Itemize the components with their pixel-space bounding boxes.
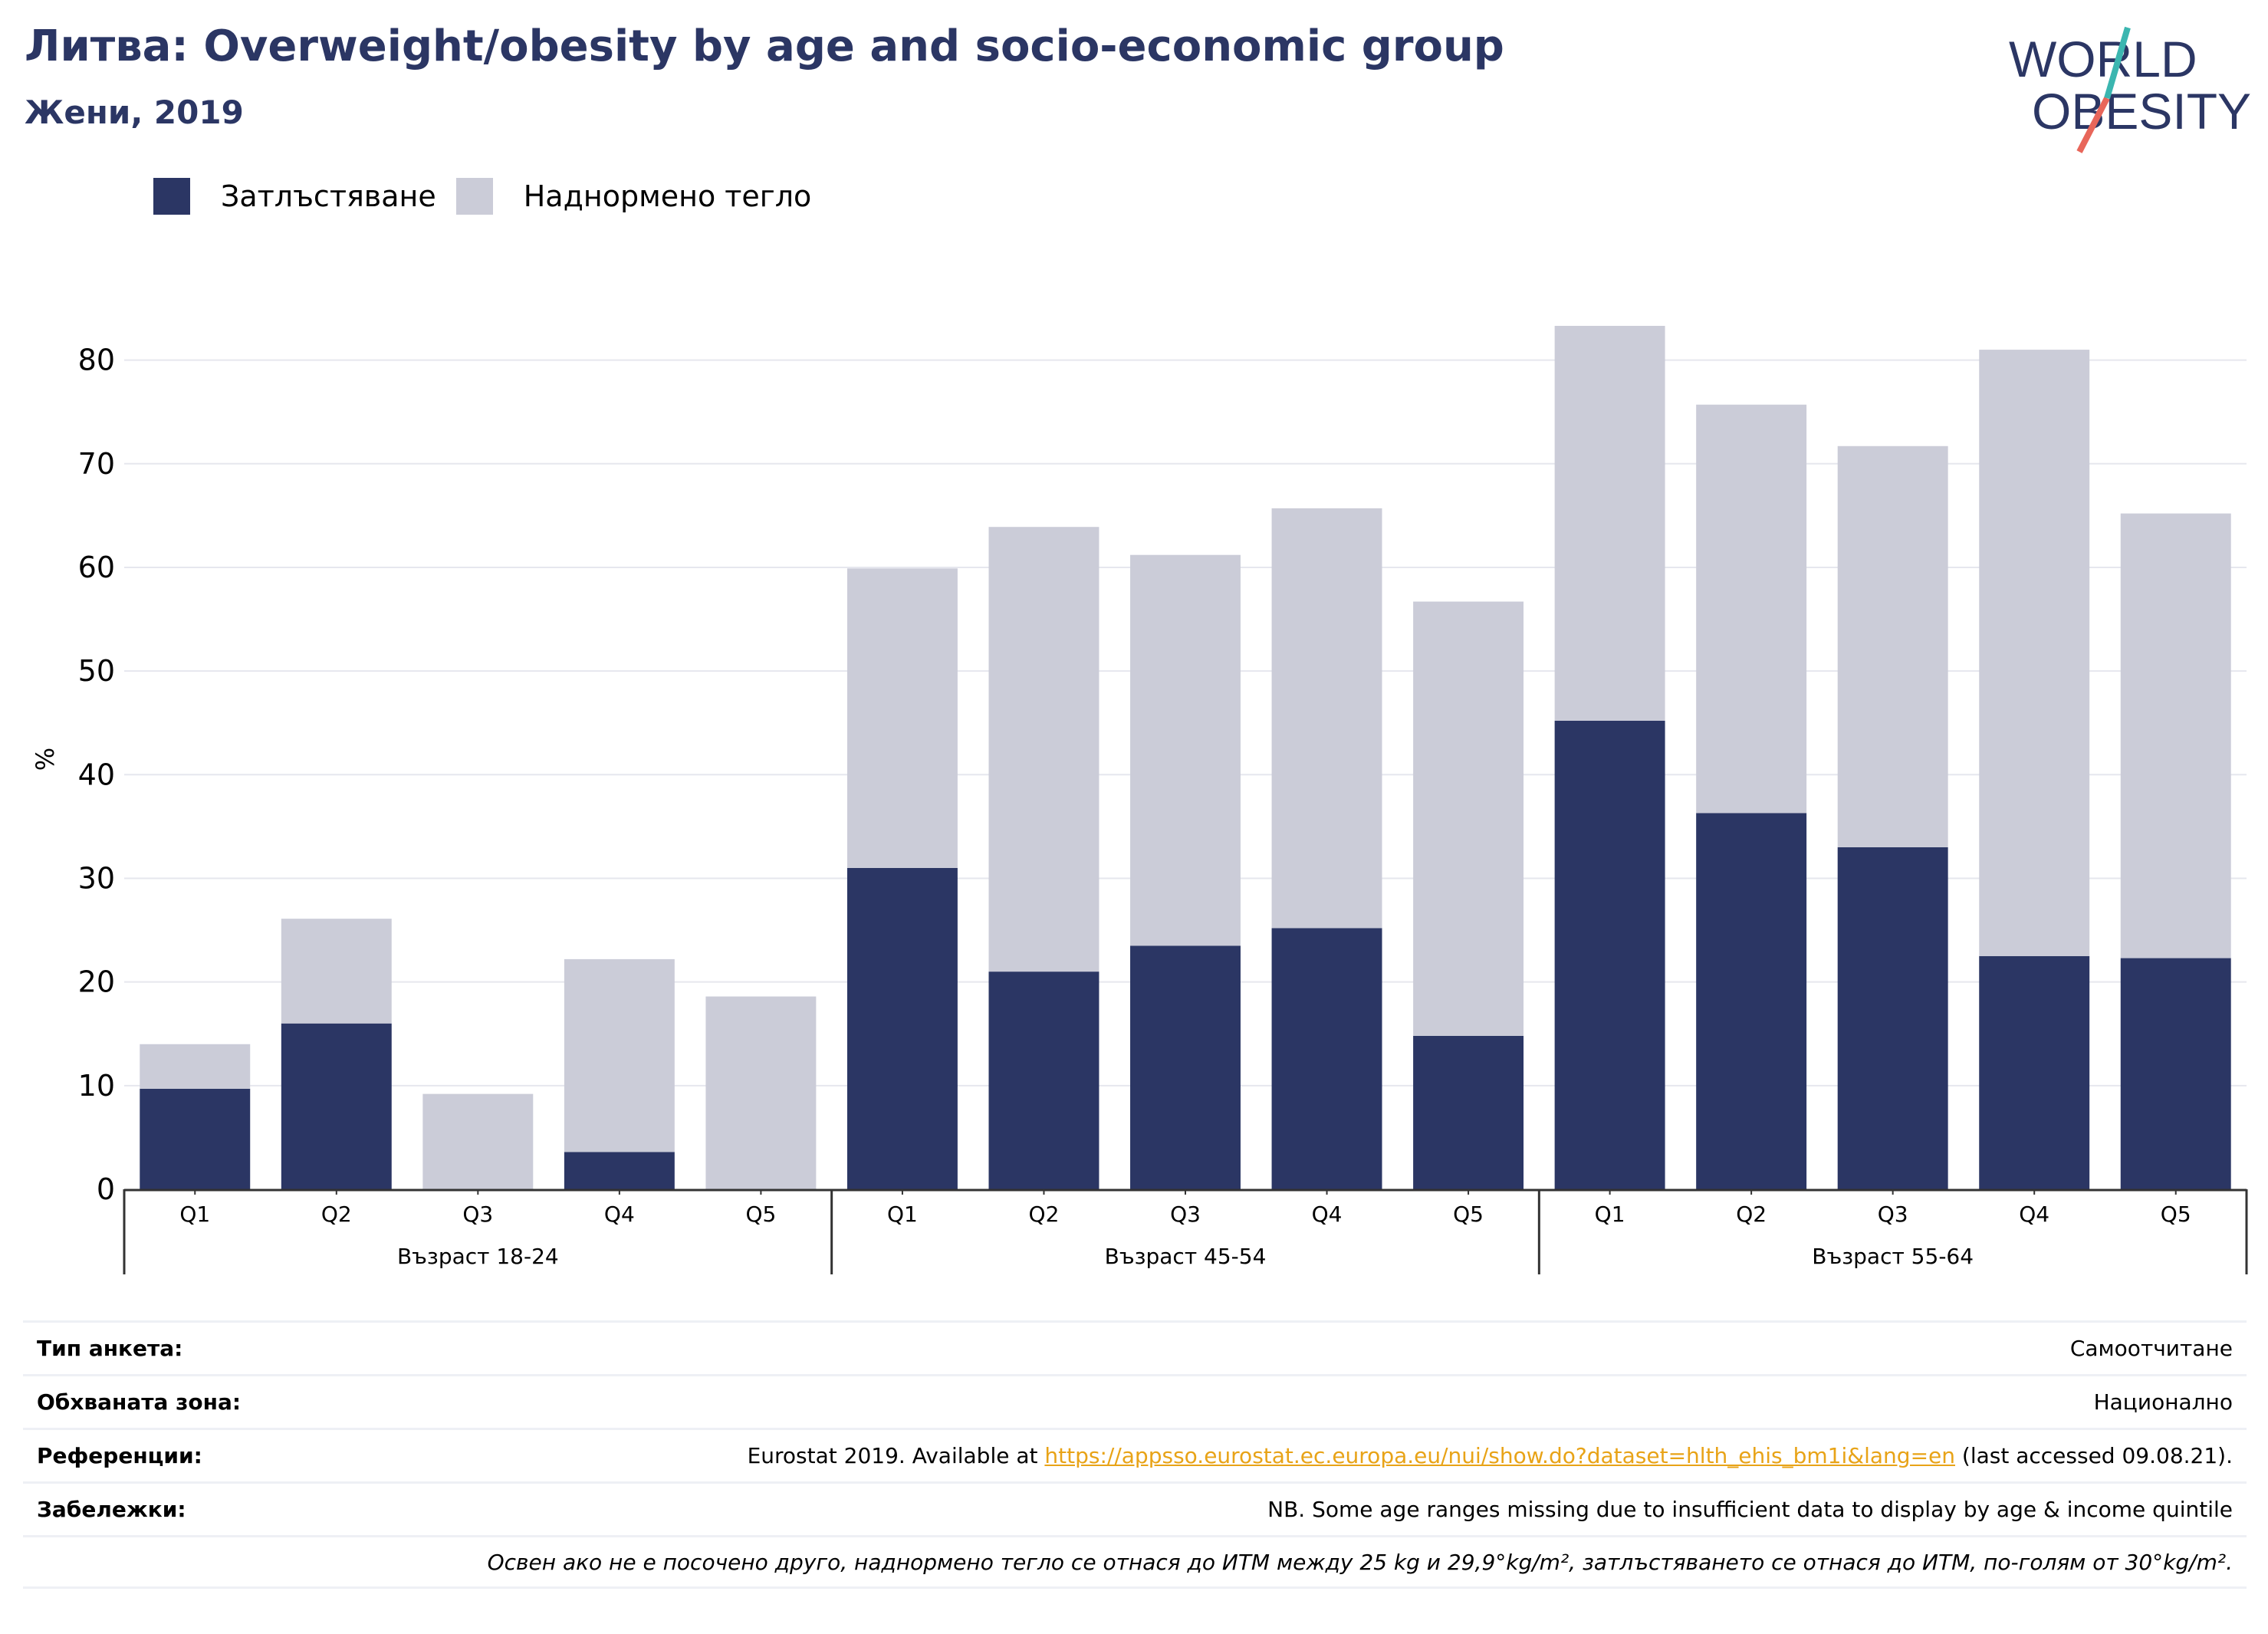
x-tick-label: Q4 — [604, 1202, 635, 1227]
bar-overweight-8 — [1271, 508, 1382, 929]
bar-overweight-6 — [988, 527, 1099, 972]
bar-overweight-3 — [564, 958, 675, 1152]
legend-label-obesity: Затлъстяване — [221, 179, 436, 213]
bar-overweight-1 — [281, 919, 392, 1024]
y-tick-label: 40 — [78, 758, 115, 791]
y-tick-label: 0 — [97, 1172, 115, 1206]
definition-note: Освен ако не е посочено друго, наднормен… — [487, 1549, 2233, 1575]
bars — [140, 325, 2231, 1189]
x-tick-label: Q5 — [1453, 1202, 1484, 1227]
bar-obesity-1 — [281, 1023, 392, 1189]
x-tick-label: Q1 — [1595, 1202, 1625, 1227]
notes-label: Забележки: — [37, 1497, 186, 1522]
bar-overweight-11 — [1696, 404, 1807, 814]
survey-type-label: Тип анкета: — [37, 1336, 183, 1361]
x-tick-label: Q5 — [2161, 1202, 2191, 1227]
x-tick-label: Q4 — [2019, 1202, 2049, 1227]
x-tick-label: Q1 — [887, 1202, 918, 1227]
bar-obesity-6 — [988, 972, 1099, 1189]
logo-slash-red — [2076, 97, 2110, 153]
logo-line2: OBESITY — [2032, 83, 2251, 140]
y-tick-label: 30 — [78, 861, 115, 895]
bar-obesity-9 — [1413, 1035, 1524, 1189]
bar-overweight-12 — [1837, 445, 1948, 847]
chart-subtitle: Жени, 2019 — [25, 94, 244, 131]
bar-obesity-7 — [1130, 945, 1241, 1189]
y-tick-label: 20 — [78, 965, 115, 999]
chart-title: Литва: Overweight/obesity by age and soc… — [25, 21, 1504, 71]
x-tick-label: Q2 — [321, 1202, 352, 1227]
legend-item-obesity: Затлъстяване — [153, 178, 436, 215]
stacked-bar-chart: 0 10 20 30 40 50 60 70 80 Q1 Q2 Q3 Q4 Q5 Q1 Q2 Q3 Q4 Q5 Q1 Q… — [31, 325, 2248, 1274]
bar-overweight-10 — [1554, 325, 1665, 722]
bar-obesity-8 — [1271, 928, 1382, 1189]
y-tick-label: 80 — [78, 344, 115, 377]
legend-swatch-overweight — [455, 178, 493, 215]
x-tick-label: Q3 — [1170, 1202, 1201, 1227]
world-obesity-logo: WORLD OBESITY — [2009, 26, 2251, 153]
references-label: Референции: — [37, 1443, 202, 1468]
info-row-definition: Освен ако не е посочено друго, наднормен… — [23, 1535, 2247, 1589]
bar-obesity-12 — [1837, 847, 1948, 1189]
logo-slash-teal — [2104, 26, 2131, 100]
info-row-coverage: Обхваната зона: Национално — [23, 1374, 2247, 1428]
bar-overweight-5 — [846, 568, 958, 868]
axes: 0 10 20 30 40 50 60 70 80 Q1 Q2 Q3 Q4 Q5 Q1 Q2 Q3 Q4 Q5 Q1 Q… — [78, 344, 2248, 1274]
x-tick-label: Q2 — [1029, 1202, 1060, 1227]
legend-item-overweight: Наднормено тегло — [455, 178, 812, 215]
references-link[interactable]: https://appsso.eurostat.ec.europa.eu/nui… — [1044, 1443, 1955, 1468]
bar-obesity-3 — [564, 1152, 675, 1189]
x-tick-label: Q2 — [1736, 1202, 1767, 1227]
references-value: Eurostat 2019. Available at https://apps… — [748, 1443, 2233, 1468]
chart-legend: Затлъстяване Наднормено тегло — [153, 176, 831, 216]
x-tick-label: Q3 — [1878, 1202, 1908, 1227]
info-table: Тип анкета: Самоотчитане Обхваната зона:… — [23, 1320, 2247, 1589]
x-tick-label: Q5 — [745, 1202, 776, 1227]
bar-overweight-9 — [1413, 601, 1524, 1036]
y-tick-label: 60 — [78, 551, 115, 584]
y-axis-label: % — [31, 748, 60, 771]
bar-overweight-4 — [705, 996, 817, 1189]
legend-label-overweight: Наднормено тегло — [523, 179, 812, 213]
bar-obesity-13 — [1979, 955, 2090, 1189]
coverage-value: Национално — [2093, 1389, 2233, 1415]
bar-obesity-11 — [1696, 813, 1807, 1189]
coverage-label: Обхваната зона: — [37, 1389, 242, 1415]
survey-type-value: Самоотчитане — [2069, 1336, 2233, 1361]
y-tick-label: 10 — [78, 1069, 115, 1103]
group-label: Възраст 45-54 — [1105, 1244, 1267, 1269]
notes-value: NB. Some age ranges missing due to insuf… — [1267, 1497, 2233, 1522]
info-row-references: Референции: Eurostat 2019. Available at … — [23, 1428, 2247, 1481]
info-row-notes: Забележки: NB. Some age ranges missing d… — [23, 1481, 2247, 1535]
bar-overweight-13 — [1979, 350, 2090, 956]
bar-obesity-10 — [1554, 721, 1665, 1189]
logo-line1: WORLD — [2009, 31, 2197, 87]
references-suffix: (last accessed 09.08.21). — [1955, 1443, 2233, 1468]
bar-overweight-7 — [1130, 554, 1241, 946]
bar-obesity-0 — [140, 1088, 251, 1189]
bar-obesity-5 — [846, 867, 958, 1189]
y-tick-label: 50 — [78, 654, 115, 688]
legend-swatch-obesity — [153, 178, 190, 215]
group-label: Възраст 18-24 — [397, 1244, 559, 1269]
x-tick-label: Q1 — [179, 1202, 210, 1227]
bar-overweight-2 — [422, 1093, 534, 1189]
group-label: Възраст 55-64 — [1812, 1244, 1974, 1269]
y-tick-label: 70 — [78, 447, 115, 481]
bar-overweight-0 — [140, 1044, 251, 1089]
references-prefix: Eurostat 2019. Available at — [747, 1443, 1045, 1468]
bar-overweight-14 — [2120, 513, 2231, 958]
bar-obesity-14 — [2120, 958, 2231, 1189]
x-tick-label: Q4 — [1312, 1202, 1343, 1227]
info-row-survey-type: Тип анкета: Самоотчитане — [23, 1320, 2247, 1374]
x-tick-label: Q3 — [462, 1202, 493, 1227]
